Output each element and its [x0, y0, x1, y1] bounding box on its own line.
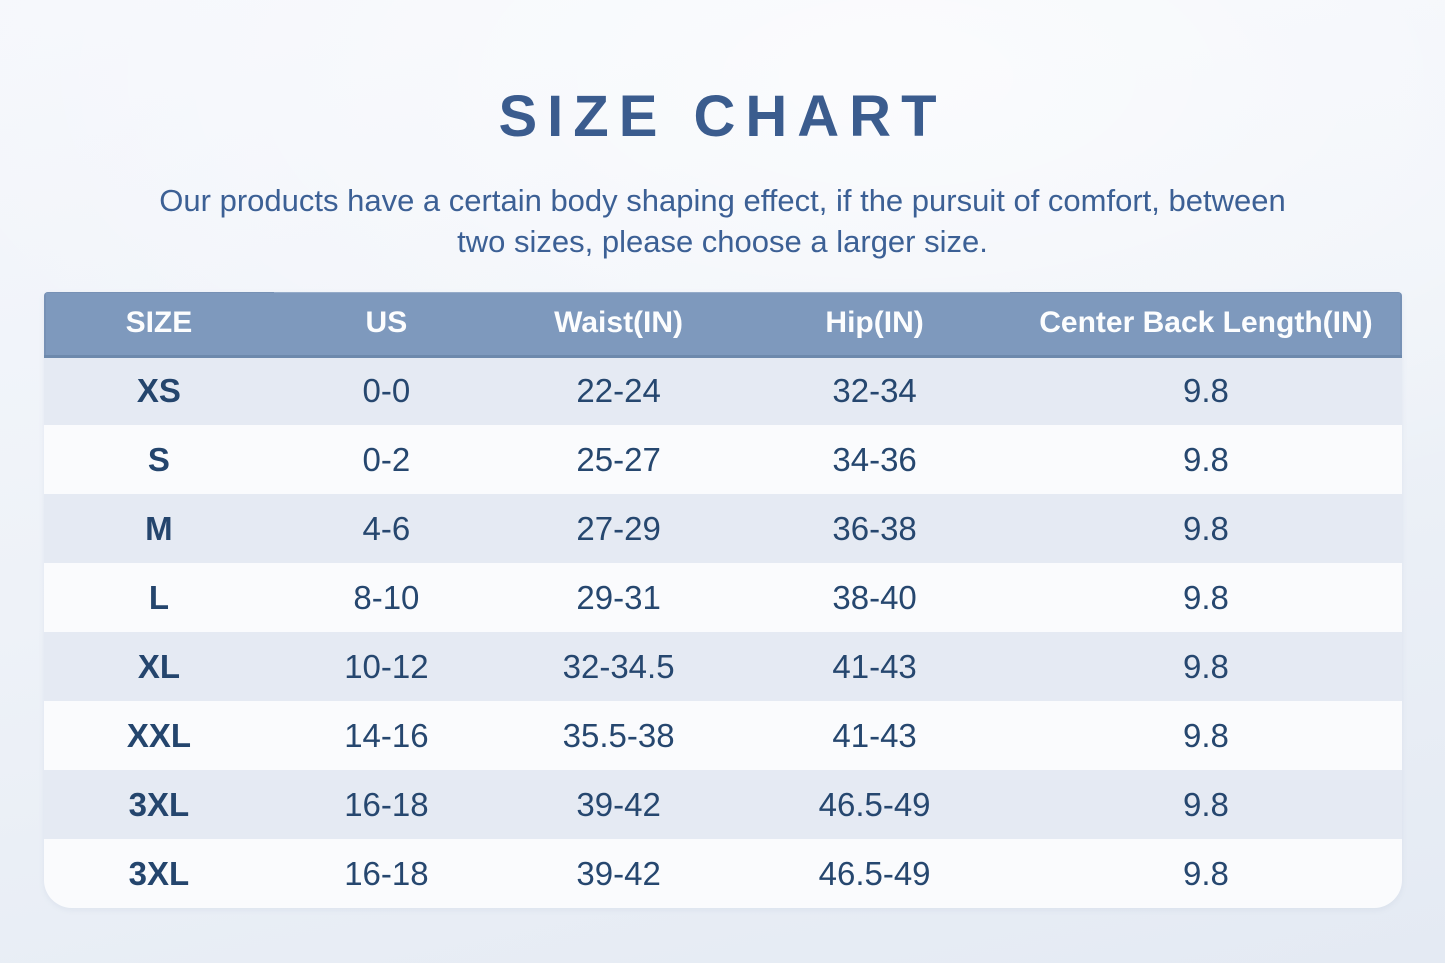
cell-hip-in: 38-40 — [738, 563, 1011, 632]
cell-waist-in: 32-34.5 — [498, 632, 739, 701]
cell-us: 14-16 — [274, 701, 499, 770]
table-row: S 0-2 25-27 34-36 9.8 — [43, 425, 1402, 494]
subtitle-line-2: two sizes, please choose a larger size. — [457, 224, 988, 259]
table-header-row: SIZE US Waist(IN) Hip(IN) Center Back Length… — [43, 292, 1402, 358]
table-row: 3XL 16-18 39-42 46.5-49 9.8 — [43, 839, 1402, 908]
table-row: XXL 14-16 35.5-38 41-43 9.8 — [43, 701, 1402, 770]
cell-hip-in: 46.5-49 — [738, 839, 1011, 908]
cell-us: 4-6 — [274, 494, 499, 563]
cell-hip-in: 46.5-49 — [738, 770, 1011, 839]
table-row: 3XL 16-18 39-42 46.5-49 9.8 — [43, 770, 1402, 839]
cell-us: 10-12 — [274, 632, 499, 701]
cell-center-back-length-in: 9.8 — [1010, 770, 1402, 839]
table-body: XS 0-0 22-24 32-34 9.8 S 0-2 25-27 34-36 9.8 M 4-6 2… — [43, 356, 1402, 908]
cell-us: 0-0 — [274, 356, 499, 425]
cell-size: 3XL — [43, 839, 275, 908]
table-header-row-inner: SIZE US Waist(IN) Hip(IN) Center Back Length… — [43, 292, 1402, 358]
cell-waist-in: 35.5-38 — [498, 701, 739, 770]
cell-size: L — [43, 563, 275, 632]
column-header-center-back-length-in: Center Back Length(IN) — [1010, 292, 1402, 358]
cell-waist-in: 22-24 — [498, 356, 739, 425]
subtitle-line-1: Our products have a certain body shaping… — [159, 183, 1286, 218]
cell-hip-in: 34-36 — [738, 425, 1011, 494]
cell-us: 16-18 — [274, 839, 499, 908]
cell-waist-in: 39-42 — [498, 839, 739, 908]
cell-center-back-length-in: 9.8 — [1010, 563, 1402, 632]
table-row: XL 10-12 32-34.5 41-43 9.8 — [43, 632, 1402, 701]
column-header-size: SIZE — [43, 292, 275, 358]
table-row: XS 0-0 22-24 32-34 9.8 — [43, 356, 1402, 425]
cell-size: S — [43, 425, 275, 494]
cell-waist-in: 29-31 — [498, 563, 739, 632]
table-row: M 4-6 27-29 36-38 9.8 — [43, 494, 1402, 563]
cell-us: 8-10 — [274, 563, 499, 632]
cell-center-back-length-in: 9.8 — [1010, 839, 1402, 908]
size-table: SIZE US Waist(IN) Hip(IN) Center Back Length… — [43, 292, 1402, 908]
cell-hip-in: 36-38 — [738, 494, 1011, 563]
cell-size: XS — [43, 356, 275, 425]
cell-waist-in: 39-42 — [498, 770, 739, 839]
cell-hip-in: 32-34 — [738, 356, 1011, 425]
cell-hip-in: 41-43 — [738, 701, 1011, 770]
table-row: L 8-10 29-31 38-40 9.8 — [43, 563, 1402, 632]
cell-hip-in: 41-43 — [738, 632, 1011, 701]
cell-waist-in: 27-29 — [498, 494, 739, 563]
column-header-hip-in: Hip(IN) — [738, 292, 1011, 358]
cell-center-back-length-in: 9.8 — [1010, 425, 1402, 494]
cell-size: M — [43, 494, 275, 563]
cell-center-back-length-in: 9.8 — [1010, 632, 1402, 701]
column-header-us: US — [274, 292, 499, 358]
cell-us: 0-2 — [274, 425, 499, 494]
cell-center-back-length-in: 9.8 — [1010, 494, 1402, 563]
cell-us: 16-18 — [274, 770, 499, 839]
cell-size: XL — [43, 632, 275, 701]
page-title: SIZE CHART — [498, 84, 947, 149]
cell-center-back-length-in: 9.8 — [1010, 701, 1402, 770]
column-header-waist-in: Waist(IN) — [498, 292, 739, 358]
cell-size: XXL — [43, 701, 275, 770]
cell-waist-in: 25-27 — [498, 425, 739, 494]
subtitle: Our products have a certain body shaping… — [0, 180, 1445, 262]
size-chart-table: SIZE US Waist(IN) Hip(IN) Center Back Length… — [43, 292, 1402, 908]
cell-center-back-length-in: 9.8 — [1010, 356, 1402, 425]
cell-size: 3XL — [43, 770, 275, 839]
